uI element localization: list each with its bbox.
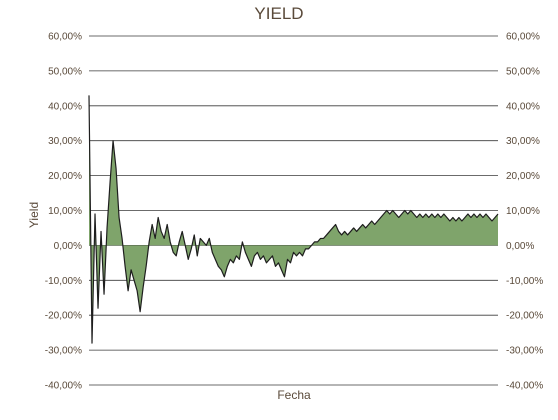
- right-tick-label: 0,00%: [506, 241, 534, 252]
- right-tick-label: 20,00%: [506, 171, 540, 182]
- right-tick-label: -10,00%: [506, 276, 543, 287]
- left-tick-label: 10,00%: [48, 206, 82, 217]
- x-axis-label: Fecha: [277, 388, 311, 402]
- left-tick-label: 40,00%: [48, 101, 82, 112]
- left-tick-label: -40,00%: [45, 381, 82, 392]
- left-tick-label: 60,00%: [48, 32, 82, 43]
- right-tick-label: 60,00%: [506, 32, 540, 43]
- right-tick-label: -40,00%: [506, 381, 543, 392]
- gridlines: [89, 35, 498, 386]
- left-tick-label: -30,00%: [45, 346, 82, 357]
- right-tick-label: 10,00%: [506, 206, 540, 217]
- plot-area: [88, 95, 499, 344]
- right-axis-ticks: 60,00% 50,00% 40,00% 30,00% 20,00% 10,00% 0,00…: [506, 32, 543, 392]
- left-tick-label: -20,00%: [45, 311, 82, 322]
- left-axis-ticks: 60,00% 50,00% 40,00% 30,00% 20,00% 10,00% 0,00…: [45, 32, 82, 392]
- right-tick-label: 40,00%: [506, 101, 540, 112]
- right-tick-label: -30,00%: [506, 346, 543, 357]
- yield-line: [88, 95, 499, 344]
- left-tick-label: 50,00%: [48, 66, 82, 77]
- yield-area: [89, 95, 498, 344]
- left-tick-label: -10,00%: [45, 276, 82, 287]
- left-tick-label: 20,00%: [48, 171, 82, 182]
- right-tick-label: 30,00%: [506, 136, 540, 147]
- right-tick-label: -20,00%: [506, 311, 543, 322]
- y-axis-label: Yield: [27, 202, 41, 228]
- left-tick-label: 30,00%: [48, 136, 82, 147]
- left-tick-label: 0,00%: [54, 241, 82, 252]
- chart-title: YIELD: [254, 4, 303, 23]
- right-tick-label: 50,00%: [506, 66, 540, 77]
